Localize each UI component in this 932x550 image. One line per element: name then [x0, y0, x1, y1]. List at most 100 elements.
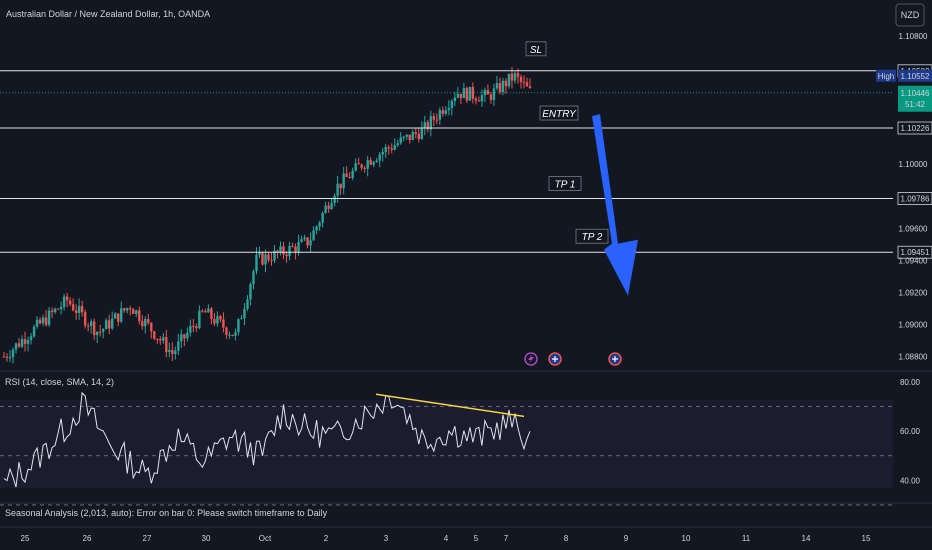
candle-body[interactable]: [351, 170, 354, 178]
event-icon-flag[interactable]: [548, 352, 562, 366]
candle-body[interactable]: [447, 108, 451, 111]
candle-body[interactable]: [336, 183, 339, 196]
candle-body[interactable]: [339, 183, 342, 189]
candle-body[interactable]: [89, 321, 93, 326]
candle-body[interactable]: [71, 304, 75, 311]
candle-body[interactable]: [273, 250, 276, 261]
candle-body[interactable]: [255, 254, 258, 272]
candle-body[interactable]: [237, 319, 240, 333]
candle-body[interactable]: [225, 327, 228, 335]
candle-body[interactable]: [390, 148, 393, 150]
candle-body[interactable]: [423, 122, 426, 128]
candle-body[interactable]: [204, 311, 207, 313]
candle-body[interactable]: [507, 73, 511, 87]
candle-body[interactable]: [285, 254, 288, 257]
candle-body[interactable]: [411, 132, 414, 140]
candle-body[interactable]: [294, 246, 297, 253]
candle-body[interactable]: [399, 137, 402, 144]
candle-body[interactable]: [144, 319, 147, 327]
candle-body[interactable]: [486, 89, 490, 95]
candle-body[interactable]: [270, 259, 273, 261]
candle-body[interactable]: [159, 339, 162, 341]
level-label[interactable]: TP 2: [575, 228, 609, 244]
candle-body[interactable]: [504, 80, 508, 87]
candle-body[interactable]: [162, 337, 165, 341]
candle-body[interactable]: [333, 195, 336, 203]
price-pane[interactable]: SL ENTRY TP 1 TP 2: [0, 41, 893, 364]
candle-body[interactable]: [168, 349, 171, 352]
candle-body[interactable]: [47, 310, 51, 325]
candle-body[interactable]: [372, 162, 375, 165]
candle-body[interactable]: [11, 349, 15, 358]
candle-body[interactable]: [345, 173, 348, 177]
candle-body[interactable]: [86, 325, 90, 327]
candle-body[interactable]: [468, 86, 472, 101]
candle-body[interactable]: [20, 339, 24, 347]
candle-body[interactable]: [68, 300, 72, 305]
candle-body[interactable]: [432, 116, 436, 120]
candle-body[interactable]: [192, 325, 195, 327]
event-icon-lightning[interactable]: [524, 352, 538, 366]
candle-body[interactable]: [108, 320, 111, 329]
candle-body[interactable]: [369, 160, 372, 165]
candle-body[interactable]: [29, 336, 33, 341]
candle-body[interactable]: [366, 160, 369, 169]
candle-body[interactable]: [183, 334, 186, 339]
candle-body[interactable]: [522, 82, 526, 84]
candle-body[interactable]: [501, 80, 505, 93]
candle-body[interactable]: [306, 237, 309, 246]
candle-body[interactable]: [510, 73, 514, 81]
candle-body[interactable]: [5, 356, 9, 358]
level-label[interactable]: ENTRY: [539, 105, 579, 121]
candle-body[interactable]: [498, 83, 502, 93]
candle-body[interactable]: [417, 133, 420, 140]
candle-body[interactable]: [150, 322, 153, 332]
candle-body[interactable]: [405, 134, 408, 137]
candle-body[interactable]: [129, 308, 132, 310]
candle-body[interactable]: [23, 339, 27, 344]
candle-body[interactable]: [381, 151, 384, 155]
candle-body[interactable]: [186, 332, 189, 339]
candle-body[interactable]: [156, 338, 159, 340]
candle-body[interactable]: [104, 320, 108, 330]
candle-body[interactable]: [516, 73, 520, 77]
candle-body[interactable]: [53, 308, 57, 313]
candle-body[interactable]: [26, 340, 30, 344]
candle-body[interactable]: [219, 316, 222, 320]
candle-body[interactable]: [8, 357, 12, 359]
candle-body[interactable]: [234, 332, 237, 336]
candle-body[interactable]: [429, 116, 433, 130]
candle-body[interactable]: [489, 94, 493, 100]
candle-body[interactable]: [315, 226, 318, 231]
candle-body[interactable]: [222, 319, 225, 328]
candle-body[interactable]: [264, 254, 267, 265]
candle-body[interactable]: [135, 310, 138, 314]
candle-body[interactable]: [462, 87, 466, 99]
candle-body[interactable]: [480, 95, 484, 102]
candle-body[interactable]: [165, 337, 168, 352]
candle-body[interactable]: [65, 296, 69, 301]
candle-body[interactable]: [80, 305, 84, 313]
candle-body[interactable]: [153, 331, 156, 339]
candle-body[interactable]: [201, 310, 204, 312]
candle-body[interactable]: [59, 306, 63, 310]
level-label[interactable]: SL: [525, 41, 547, 57]
candle-body[interactable]: [44, 317, 48, 325]
candle-body[interactable]: [117, 313, 120, 322]
candle-body[interactable]: [243, 308, 246, 319]
candle-body[interactable]: [519, 76, 523, 83]
candle-body[interactable]: [261, 253, 264, 265]
candle-body[interactable]: [393, 145, 396, 150]
candle-body[interactable]: [309, 240, 312, 246]
candle-body[interactable]: [444, 110, 448, 114]
candle-body[interactable]: [321, 212, 324, 223]
candle-body[interactable]: [246, 299, 249, 309]
candle-body[interactable]: [441, 110, 445, 114]
candle-body[interactable]: [41, 317, 45, 324]
candle-body[interactable]: [177, 341, 180, 351]
candle-body[interactable]: [14, 343, 18, 350]
candle-body[interactable]: [354, 163, 357, 171]
candle-body[interactable]: [141, 321, 144, 327]
candle-body[interactable]: [474, 98, 478, 101]
